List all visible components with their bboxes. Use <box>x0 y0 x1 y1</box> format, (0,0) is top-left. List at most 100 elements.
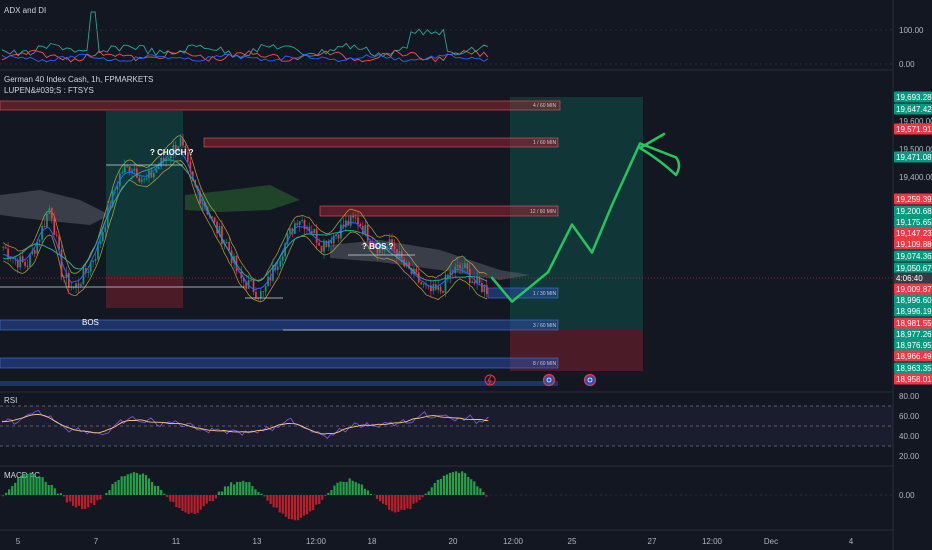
time-tick: 12:00 <box>306 537 327 546</box>
price-tick: 19,400.00 <box>899 173 932 182</box>
price-tag-bg <box>894 339 932 351</box>
candle-body <box>352 215 354 218</box>
candle-body <box>121 172 124 174</box>
zone-3-60[interactable]: 3 / 60 MIN <box>0 319 559 331</box>
bos-label-left: BOS <box>82 318 99 327</box>
candle-body <box>136 168 138 178</box>
candle-body <box>177 146 180 152</box>
zone-12-60[interactable]: 12 / 60 MIN <box>319 205 559 217</box>
candle-body <box>308 226 311 232</box>
macd-bar <box>138 474 141 495</box>
projection-path[interactable] <box>490 132 681 303</box>
macd-bar <box>87 495 90 508</box>
economic-event-icon[interactable] <box>583 373 597 387</box>
past-stop-zone[interactable] <box>106 275 183 308</box>
macd-bar <box>427 491 430 495</box>
candle-body <box>99 241 102 245</box>
price-tag-bg <box>894 294 932 306</box>
macd-bar <box>284 495 287 517</box>
macd-bar <box>382 495 385 504</box>
macd-bar <box>205 495 208 504</box>
candle-body <box>442 291 444 293</box>
candle-body <box>379 247 381 254</box>
macd-bar <box>260 493 263 495</box>
price-tag-bg <box>894 373 932 385</box>
macd-bar <box>196 495 199 513</box>
macd-bar <box>62 495 65 497</box>
zone-1-60[interactable]: 1 / 60 MIN <box>203 137 559 148</box>
adx-line <box>1 53 489 63</box>
macd-bar <box>464 473 467 495</box>
price-tag-bg <box>894 216 932 228</box>
macd-bar <box>108 490 111 495</box>
macd-bar <box>363 488 366 495</box>
ma-slow <box>3 159 488 282</box>
macd-bar <box>141 473 145 495</box>
macd-bar <box>293 495 297 521</box>
price-tag-text: 18,958.01 <box>896 375 932 384</box>
economic-event-icon[interactable] <box>542 373 556 387</box>
price-tag-text: 19,571.91 <box>896 125 932 134</box>
candle-body <box>70 287 73 288</box>
candle-body <box>143 178 146 180</box>
candle-body <box>221 226 223 245</box>
macd-bar <box>287 495 290 519</box>
price-tag: 19,259.39 <box>894 193 932 205</box>
candle-body <box>381 247 384 250</box>
macd-bar <box>132 472 135 495</box>
candle-body <box>306 226 308 230</box>
candle-body <box>468 269 471 283</box>
rsi-title: RSI <box>4 396 17 405</box>
macd-bar <box>354 482 357 495</box>
rsi-tick: 40.00 <box>899 432 920 441</box>
macd-bar <box>93 495 96 505</box>
price-tag-text: 18,966.49 <box>896 352 932 361</box>
adx-pane[interactable]: ADX and DI 100.00 0.00 <box>0 6 924 69</box>
macd-bar <box>71 495 75 506</box>
macd-bar <box>154 485 157 495</box>
zone-8-60[interactable]: 8 / 60 MIN <box>0 357 559 369</box>
candle-body <box>126 165 128 167</box>
macd-bar <box>74 495 78 508</box>
zone-4-60[interactable]: 4 / 60 MIN <box>0 100 561 111</box>
candle-body <box>9 258 12 259</box>
candle-body <box>179 138 182 147</box>
macd-bar <box>290 495 293 520</box>
macd-bar <box>324 495 327 497</box>
price-tag-text: 19,693.28 <box>896 93 932 102</box>
macd-title: MACD 4C <box>4 471 40 480</box>
macd-bar <box>315 495 318 505</box>
price-tag: 18,977.26 <box>894 328 932 340</box>
macd-bar <box>184 495 187 513</box>
candle-body <box>245 281 248 289</box>
candle-body <box>189 161 192 172</box>
macd-pane[interactable]: MACD 4C 0.00 <box>0 471 915 521</box>
rsi-pane[interactable]: RSI 80.00 60.00 40.00 20.00 <box>0 392 920 461</box>
price-tag: 19,009.87 <box>894 283 932 295</box>
price-tag-bg <box>894 238 932 250</box>
price-tag: 18,996.60 <box>894 294 932 306</box>
macd-bar <box>163 493 166 495</box>
main-pane[interactable]: 4 / 60 MIN 1 / 60 MIN 12 / 60 MIN 1 / 30… <box>0 75 932 387</box>
candle-body <box>128 166 131 174</box>
candle-body <box>131 170 133 174</box>
macd-bar <box>296 495 300 521</box>
rsi-lines <box>1 409 489 440</box>
lightning-icon[interactable] <box>484 374 496 386</box>
candle-body <box>383 249 386 251</box>
moving-averages <box>3 149 488 291</box>
candle-body <box>72 287 75 288</box>
zone-bottom-edge[interactable] <box>0 381 558 386</box>
macd-bar <box>454 471 458 495</box>
macd-bar <box>68 495 72 502</box>
time-axis[interactable]: 5 7 11 13 12:00 18 20 12:00 25 27 12:00 Dec 4 <box>16 537 854 546</box>
macd-bar <box>400 495 403 510</box>
candle-body <box>82 268 85 285</box>
macd-bar <box>217 491 221 495</box>
candle-body <box>116 186 119 190</box>
price-tag: 18,963.35 <box>894 362 932 374</box>
price-tag-text: 19,647.42 <box>896 105 932 114</box>
macd-bar <box>409 495 412 510</box>
price-tag-text: 18,981.55 <box>896 319 932 328</box>
